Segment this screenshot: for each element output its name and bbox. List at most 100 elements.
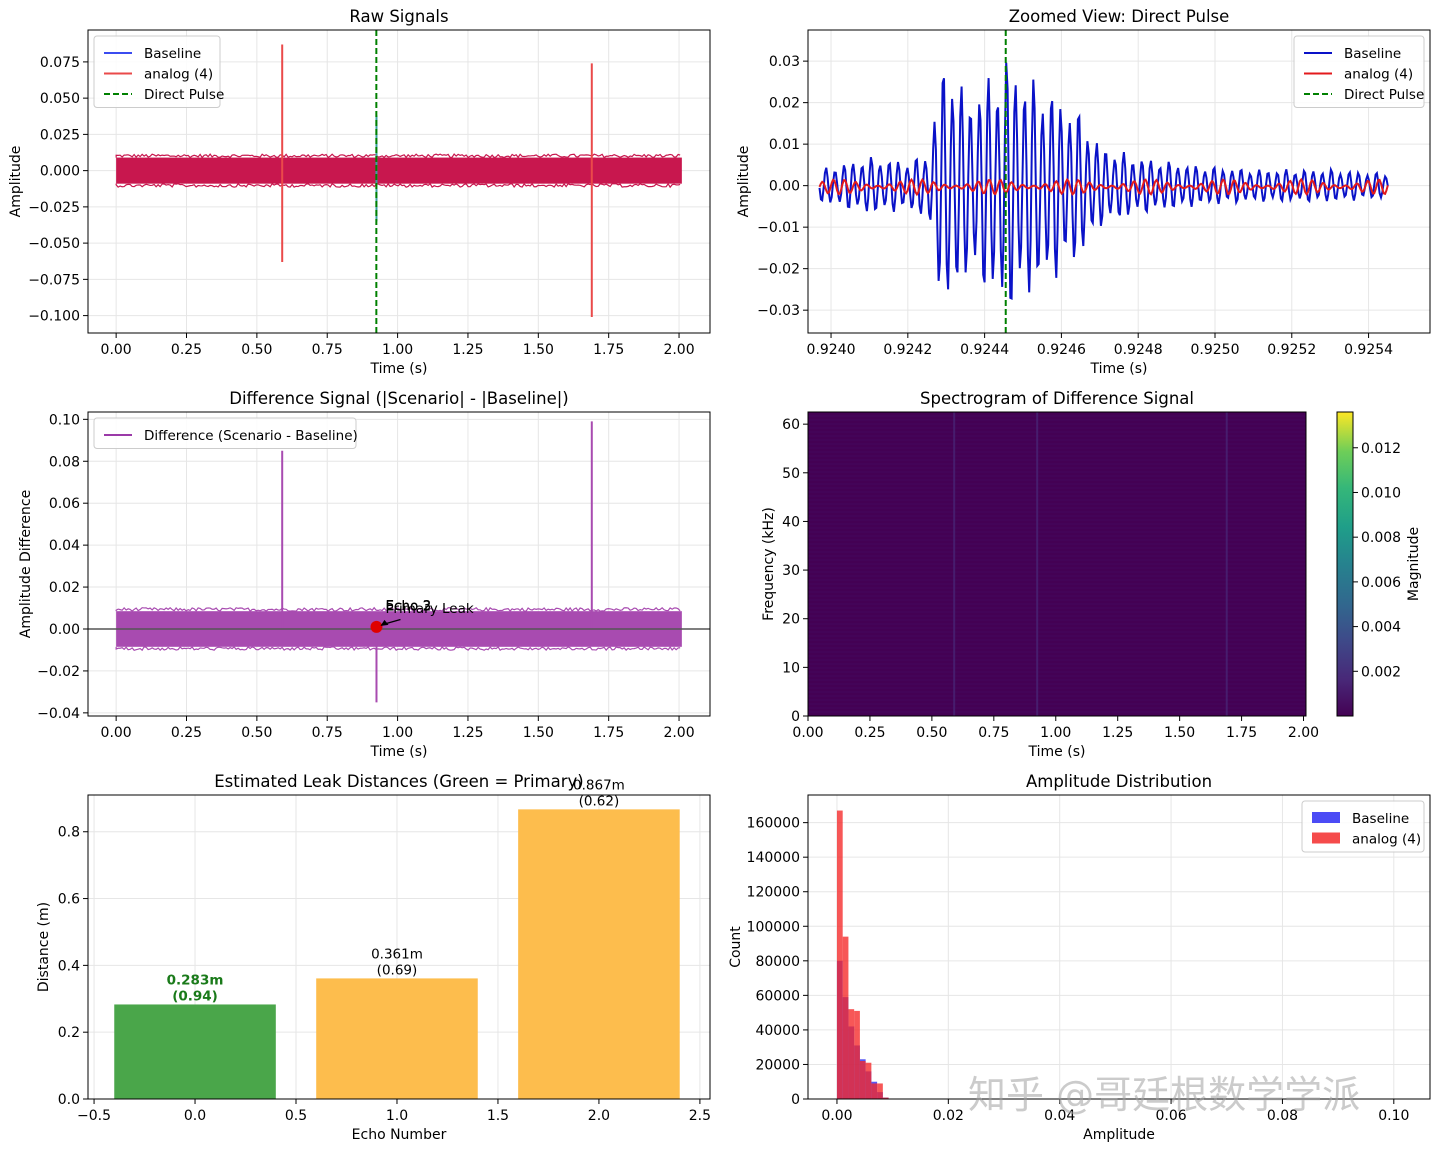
legend-swatch (1312, 832, 1340, 844)
x-tick-label: 1.00 (1040, 725, 1071, 741)
x-tick-label: 1.75 (593, 725, 624, 741)
x-tick-label: 1.25 (452, 342, 483, 358)
chart-title: Amplitude Distribution (1026, 772, 1212, 791)
colorbar: 0.002 0.004 0.006 0.008 0.010 0.012 Magnitude (1336, 411, 1422, 717)
x-tick-label: 0.00 (821, 1108, 852, 1124)
x-tick-label: 0.5 (285, 1108, 307, 1124)
panel-zoom: 0.9240 0.9242 0.9244 0.9246 0.9248 0.9250 0.92… (736, 7, 1431, 377)
x-tick-label: 0.75 (312, 342, 343, 358)
colorbar-tick-label: 0.008 (1361, 530, 1401, 546)
annotation-label: Echo 3 (386, 598, 432, 614)
x-tick-label: 1.50 (523, 725, 554, 741)
plot-area-spec (808, 411, 1306, 716)
x-tick-label: 0.9246 (1037, 342, 1086, 358)
legend-label: Baseline (1344, 46, 1401, 62)
y-tick-label: 0.06 (49, 496, 80, 512)
y-tick-label: 0 (791, 709, 800, 725)
y-tick-label: 60 (782, 417, 800, 433)
axes-frame (87, 29, 711, 334)
y-axis-label: Amplitude (736, 146, 752, 218)
panel-bars: 0.283m(0.94) 0.361m(0.69) 0.867m(0.62) −0.5… (36, 772, 711, 1143)
y-tick-label: 0.8 (58, 825, 80, 841)
x-tick-label: 0.25 (171, 725, 202, 741)
x-axis-label: Time (s) (370, 744, 428, 760)
y-axis-label: Amplitude (8, 146, 24, 218)
bar-value-label: 0.361m (371, 946, 423, 962)
y-tick-label: 80000 (755, 954, 800, 970)
x-tick-label: 2.00 (1288, 725, 1319, 741)
y-tick-label: 40000 (755, 1023, 800, 1039)
axes-frame (87, 411, 711, 717)
x-tick-label: 0.75 (978, 725, 1009, 741)
plot-area-raw (115, 30, 682, 333)
y-tick-label: 30 (782, 563, 800, 579)
axes-frame (807, 29, 1431, 334)
bar-value-label: 0.867m (573, 777, 625, 793)
histogram-bar (836, 810, 843, 1099)
noise-edge-bottom (115, 645, 681, 652)
x-tick-label: 0.9250 (1190, 342, 1239, 358)
bar-value-label: 0.283m (167, 972, 224, 988)
y-axis-label: Distance (m) (36, 902, 52, 992)
x-tick-label: 1.00 (382, 342, 413, 358)
histogram-bar (859, 1061, 866, 1099)
y-tick-label: 0.075 (40, 55, 80, 71)
y-tick-label: 100000 (747, 919, 800, 935)
chart-title: Zoomed View: Direct Pulse (1009, 7, 1230, 26)
x-tick-label: 1.00 (382, 725, 413, 741)
x-tick-label: 1.50 (1164, 725, 1195, 741)
x-tick-label: 1.0 (386, 1108, 408, 1124)
annotation-arrow-head (380, 619, 389, 626)
chart-title: Difference Signal (|Scenario| - |Baselin… (229, 389, 568, 408)
x-tick-label: 0.50 (241, 342, 272, 358)
x-tick-label: 0.06 (1155, 1108, 1186, 1124)
x-tick-label: 1.75 (1226, 725, 1257, 741)
bar-score-label: (0.69) (377, 962, 418, 978)
colorbar-tick-label: 0.010 (1361, 485, 1401, 501)
y-tick-label: 160000 (747, 816, 800, 832)
x-tick-label: 0.9254 (1344, 342, 1393, 358)
x-tick-label: 0.25 (854, 725, 885, 741)
watermark-text: 知乎 @哥廷根数学学派 (968, 1073, 1360, 1117)
y-tick-label: 0.025 (40, 127, 80, 143)
y-tick-label: −0.075 (28, 272, 80, 288)
distance-bar (316, 978, 478, 1099)
axes-frame (807, 411, 1307, 717)
y-tick-label: 0.02 (769, 96, 800, 112)
y-tick-label: 0 (791, 1092, 800, 1108)
y-tick-label: −0.02 (37, 664, 80, 680)
legend-label: analog (4) (1344, 67, 1413, 83)
noise-band (116, 157, 682, 184)
y-tick-label: 0.08 (49, 454, 80, 470)
x-tick-label: 0.9244 (960, 342, 1009, 358)
y-tick-label: 0.03 (769, 54, 800, 70)
colorbar-label: Magnitude (1406, 527, 1422, 601)
legend-label: Direct Pulse (1344, 87, 1424, 103)
y-tick-label: 0.6 (58, 892, 80, 908)
spectrogram-image (808, 412, 1306, 716)
y-tick-label: −0.02 (757, 262, 800, 278)
legend-label: Baseline (144, 46, 201, 62)
legend-swatch (1312, 812, 1340, 823)
y-tick-label: 0.2 (58, 1025, 80, 1041)
distance-bar (518, 809, 680, 1099)
y-axis-label: Amplitude Difference (18, 490, 34, 638)
x-tick-label: 0.9252 (1267, 342, 1316, 358)
y-tick-label: −0.100 (28, 309, 80, 325)
histogram-bar (871, 1083, 878, 1099)
y-tick-label: −0.04 (37, 706, 80, 722)
y-tick-label: 50 (782, 466, 800, 482)
y-tick-label: 60000 (755, 988, 800, 1004)
histogram-bar (865, 1062, 872, 1099)
x-tick-label: −0.5 (77, 1108, 111, 1124)
y-tick-label: 0.000 (40, 164, 80, 180)
y-tick-label: 0.04 (49, 538, 80, 554)
colorbar-gradient (1336, 411, 1354, 717)
x-tick-label: 0.00 (101, 342, 132, 358)
x-tick-label: 2.5 (689, 1108, 711, 1124)
y-tick-label: 0.050 (40, 91, 80, 107)
histogram-bar (842, 936, 849, 1099)
legend-label: Direct Pulse (144, 87, 224, 103)
x-tick-label: 0.50 (241, 725, 272, 741)
